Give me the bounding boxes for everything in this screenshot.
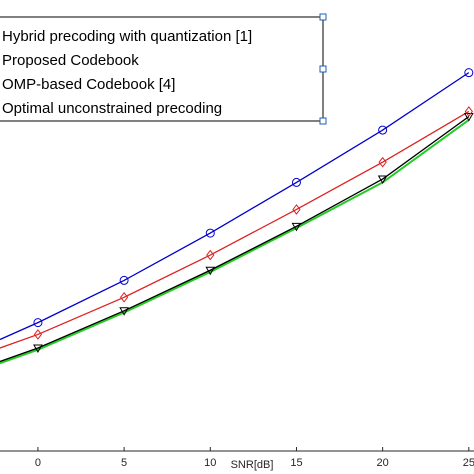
circle-marker bbox=[464, 68, 474, 78]
series-markers bbox=[33, 68, 474, 353]
triangle-marker bbox=[377, 175, 388, 185]
x-tick-label: 20 bbox=[377, 457, 389, 469]
legend-handle bbox=[319, 117, 327, 125]
legend-handle bbox=[319, 65, 327, 73]
triangle-marker bbox=[205, 266, 216, 276]
diamond-marker bbox=[292, 204, 301, 215]
triangle-marker bbox=[291, 222, 302, 232]
legend-handle bbox=[319, 13, 327, 21]
circle-marker bbox=[205, 228, 215, 238]
diamond-marker bbox=[378, 156, 387, 168]
circle-marker bbox=[33, 318, 43, 328]
circle-marker bbox=[119, 275, 129, 285]
x-tick-label: 25 bbox=[463, 457, 474, 469]
series-line bbox=[0, 119, 470, 365]
diamond-marker bbox=[119, 291, 129, 303]
legend-entry: Optimal unconstrained precoding bbox=[2, 100, 222, 117]
legend: Hybrid precoding with quantization [1] Pr… bbox=[0, 13, 327, 125]
x-tick-label: 5 bbox=[121, 457, 127, 469]
x-tick-label: 0 bbox=[35, 457, 41, 469]
series-line bbox=[0, 110, 470, 349]
legend-entry: Hybrid precoding with quantization [1] bbox=[2, 28, 252, 45]
circle-marker bbox=[378, 125, 388, 135]
series-line bbox=[0, 116, 470, 363]
legend-entry: Proposed Codebook bbox=[2, 52, 139, 69]
legend-box bbox=[0, 16, 324, 122]
x-axis-label: SNR[dB] bbox=[231, 459, 274, 471]
diamond-marker bbox=[33, 329, 43, 340]
diamond-marker bbox=[464, 106, 473, 117]
circle-marker bbox=[291, 177, 301, 187]
x-axis-ticks: 0 5 10 15 20 25 bbox=[35, 447, 474, 469]
x-tick-label: 15 bbox=[290, 457, 302, 469]
triangle-marker bbox=[119, 307, 129, 316]
diamond-marker bbox=[206, 249, 215, 261]
legend-entry: OMP-based Codebook [4] bbox=[2, 76, 175, 93]
triangle-marker bbox=[463, 113, 474, 122]
triangle-marker bbox=[33, 344, 43, 353]
x-tick-label: 10 bbox=[204, 457, 216, 469]
series-line bbox=[0, 72, 470, 341]
